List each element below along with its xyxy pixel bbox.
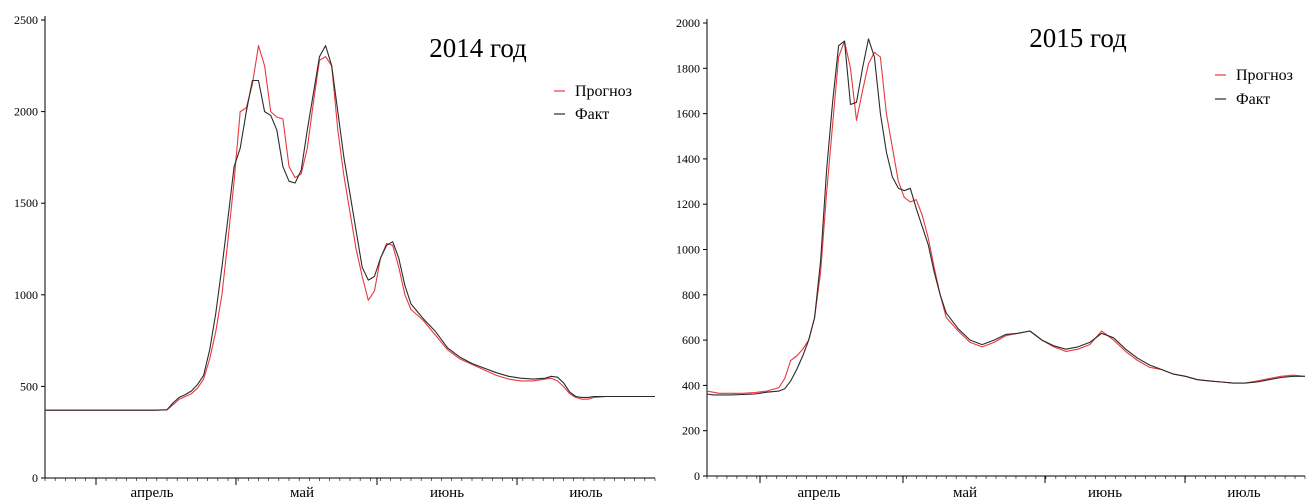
y-tick-label: 1200	[676, 197, 700, 211]
y-tick-label: 800	[682, 288, 700, 302]
y-tick-label: 400	[682, 378, 700, 392]
chart-title: 2014 год	[429, 33, 527, 63]
x-tick-label: май	[953, 485, 977, 501]
y-tick-label: 1500	[14, 196, 38, 210]
y-tick-label: 2500	[14, 13, 38, 27]
y-tick-label: 1600	[676, 107, 700, 121]
y-tick-label: 500	[20, 379, 38, 393]
y-tick-label: 0	[694, 469, 700, 483]
y-tick-label: 1000	[676, 243, 700, 257]
y-tick-label: 2000	[14, 105, 38, 119]
legend-label: Прогноз	[1236, 67, 1293, 84]
y-tick-label: 1400	[676, 152, 700, 166]
x-tick-label: апрель	[131, 485, 174, 501]
x-tick-label: июль	[569, 485, 602, 501]
x-tick-label: июль	[1227, 485, 1260, 501]
chart-2014-panel: 0 500 1000 1500 2000 2500 апрель май июнь июль 201…	[0, 0, 660, 503]
chart-2015-panel: 0 200 400 600 800 1000 1200 1400 1600 1800 2000 апр…	[660, 0, 1307, 503]
y-tick-label: 600	[682, 333, 700, 347]
y-tick-label: 1800	[676, 61, 700, 75]
x-tick-label: июнь	[430, 485, 464, 501]
y-tick-label: 200	[682, 424, 700, 438]
chart-2015: 0 200 400 600 800 1000 1200 1400 1600 1800 2000 апр…	[660, 0, 1307, 503]
chart-title: 2015 год	[1029, 23, 1127, 53]
series-line-prognoz	[45, 46, 655, 411]
x-tick-label: июнь	[1088, 485, 1122, 501]
y-tick-label: 1000	[14, 288, 38, 302]
series-line-prognoz	[707, 41, 1305, 393]
series-line-fakt	[45, 46, 655, 411]
legend-label: Факт	[1236, 91, 1270, 108]
y-tick-label: 2000	[676, 16, 700, 30]
x-tick-label: апрель	[798, 485, 841, 501]
chart-2014: 0 500 1000 1500 2000 2500 апрель май июнь июль 201…	[0, 0, 660, 503]
series-line-fakt	[707, 39, 1305, 395]
legend-label: Факт	[575, 106, 609, 123]
x-tick-label: май	[290, 485, 314, 501]
legend-label: Прогноз	[575, 83, 632, 100]
y-tick-label: 0	[32, 471, 38, 485]
